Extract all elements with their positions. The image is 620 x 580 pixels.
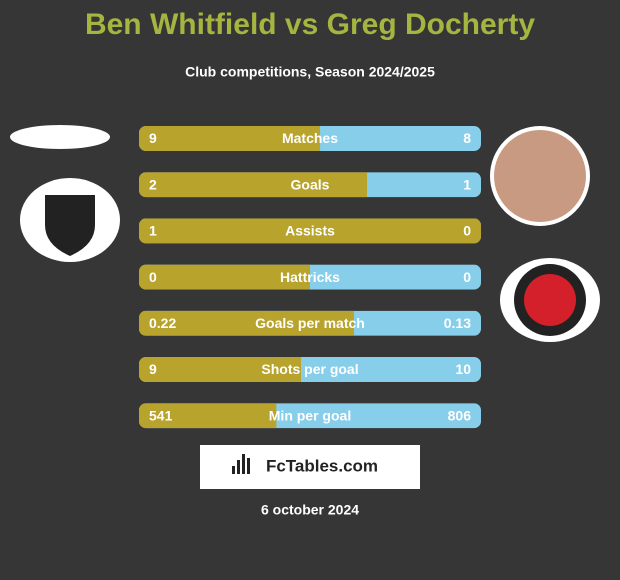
stat-label: Goals — [291, 176, 330, 192]
stat-label: Hattricks — [280, 269, 340, 285]
brand-box — [200, 445, 420, 489]
bar-left — [139, 357, 301, 382]
right-value: 0.13 — [444, 315, 471, 331]
bar-left — [139, 218, 481, 244]
stat-label: Matches — [282, 130, 338, 146]
left-value: 541 — [149, 407, 173, 423]
left-value: 0.22 — [149, 315, 176, 331]
bar-left — [139, 126, 321, 151]
club-crest-center — [524, 274, 576, 326]
right-value: 1 — [463, 176, 471, 192]
left-value: 9 — [149, 130, 157, 146]
player-photo — [494, 130, 586, 222]
bar-left — [139, 403, 277, 429]
date: 6 october 2024 — [261, 502, 359, 518]
left-value: 2 — [149, 176, 157, 192]
brand-icon — [232, 454, 250, 474]
right-value: 0 — [463, 269, 471, 285]
stat-label: Assists — [285, 223, 335, 239]
club-crest — [45, 195, 95, 256]
left-value: 0 — [149, 269, 157, 285]
player-logo — [10, 125, 110, 149]
bar-left — [139, 264, 310, 290]
stat-label: Min per goal — [269, 407, 351, 423]
stat-label: Goals per match — [255, 315, 365, 331]
right-value: 10 — [455, 361, 471, 377]
right-value: 0 — [463, 223, 471, 239]
right-value: 8 — [463, 130, 471, 146]
left-value: 1 — [149, 223, 157, 239]
bar-left — [139, 310, 354, 336]
left-value: 9 — [149, 361, 157, 377]
brand: FcTables.com — [266, 456, 378, 475]
right-value: 806 — [448, 407, 472, 423]
subtitle: Club competitions, Season 2024/2025 — [185, 64, 435, 80]
bar-left — [139, 172, 367, 198]
title: Ben Whitfield vs Greg Docherty — [85, 8, 535, 41]
stat-label: Shots per goal — [261, 361, 358, 377]
